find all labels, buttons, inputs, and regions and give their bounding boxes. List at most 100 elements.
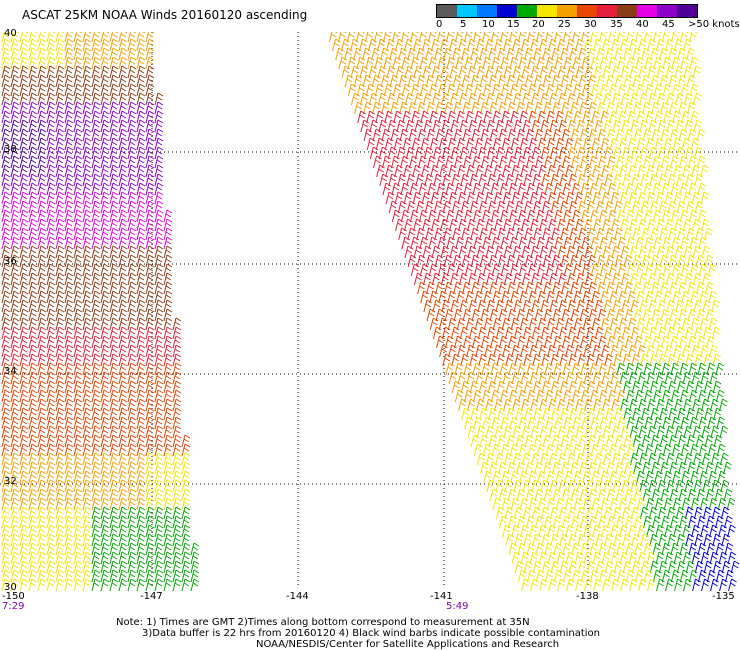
wind-barb [594,299,604,313]
wind-barb [420,137,430,151]
wind-barb [562,32,572,43]
wind-barb [553,32,563,43]
wind-barb [500,236,510,250]
wind-barb [457,191,467,205]
wind-barb [73,56,83,70]
wind-barb [28,380,38,394]
wind-barb [679,182,689,196]
wind-barb [629,452,639,466]
wind-barb [702,506,712,520]
wind-barb [55,380,65,394]
wind-barb [154,515,164,529]
wind-barb [569,254,579,268]
wind-barb [118,560,128,574]
wind-barb [91,434,101,448]
wind-barb [623,227,632,241]
wind-barb [500,416,510,430]
wind-barb [539,425,549,439]
wind-barb [399,101,408,115]
wind-barb [545,56,555,70]
wind-barb [428,236,438,250]
wind-barb [523,173,533,187]
wind-barb [449,272,459,286]
wind-barb [136,290,146,304]
wind-barb [515,434,525,448]
wind-barb [363,101,372,115]
wind-barb [591,110,601,124]
wind-barb [433,173,443,187]
wind-barb [488,407,497,421]
wind-barb [451,173,461,187]
wind-barb [109,551,119,565]
wind-barb [55,65,65,79]
wind-barb [550,200,560,214]
wind-barb [82,182,92,196]
wind-barb [91,254,101,268]
wind-barb [73,155,83,169]
wind-barb [91,164,101,178]
wind-barb [517,182,527,196]
wind-barb [73,200,83,214]
wind-barb [118,434,128,448]
wind-barb [73,281,83,295]
wind-barb [509,443,519,457]
wind-barb [472,155,481,169]
wind-barb [632,434,642,448]
wind-barb [55,74,65,88]
wind-barb [609,290,619,304]
wind-barb [494,398,503,412]
wind-barb [118,515,128,529]
wind-barb [46,434,56,448]
wind-barb [639,506,649,520]
wind-barb [554,236,564,250]
wind-barb [656,272,666,286]
wind-barb [454,335,463,349]
wind-barb [544,515,553,529]
wind-barb [145,506,155,520]
wind-barb [163,353,173,367]
wind-barb [609,137,619,151]
wind-barb [387,146,397,160]
wind-barb [643,32,653,43]
wind-barb [513,299,523,313]
wind-barb [172,524,182,538]
wind-barb [697,335,706,349]
wind-barb [1,380,11,394]
wind-barb [679,335,688,349]
wind-barb [567,119,577,133]
wind-barb [562,155,571,169]
wind-barb [696,461,705,475]
wind-barb [82,335,92,349]
wind-barb [694,533,704,547]
wind-barb [145,308,155,322]
wind-barb [145,299,155,313]
wind-barb [695,434,705,448]
wind-barb [461,407,470,421]
wind-barb [674,92,684,106]
wind-barb [64,353,74,367]
wind-barb [28,281,38,295]
wind-barb [554,443,564,457]
wind-barb [28,182,38,196]
wind-barb [526,155,535,169]
wind-barb [498,308,508,322]
wind-barb [672,497,682,511]
wind-barb [665,398,674,412]
wind-barb [608,56,618,70]
wind-barb [651,101,660,115]
wind-barb [172,398,182,412]
wind-barb [661,515,670,529]
wind-barb [64,569,74,583]
wind-barb [603,119,613,133]
wind-barb [428,263,438,277]
wind-barb [109,164,119,178]
wind-barb [37,551,47,565]
wind-barb [624,461,633,475]
wind-barb [172,497,182,511]
wind-barb [64,335,74,349]
wind-barb [660,308,670,322]
wind-barb [674,272,684,286]
wind-barb [145,227,155,241]
wind-barb [662,263,672,277]
wind-barb [64,38,74,52]
